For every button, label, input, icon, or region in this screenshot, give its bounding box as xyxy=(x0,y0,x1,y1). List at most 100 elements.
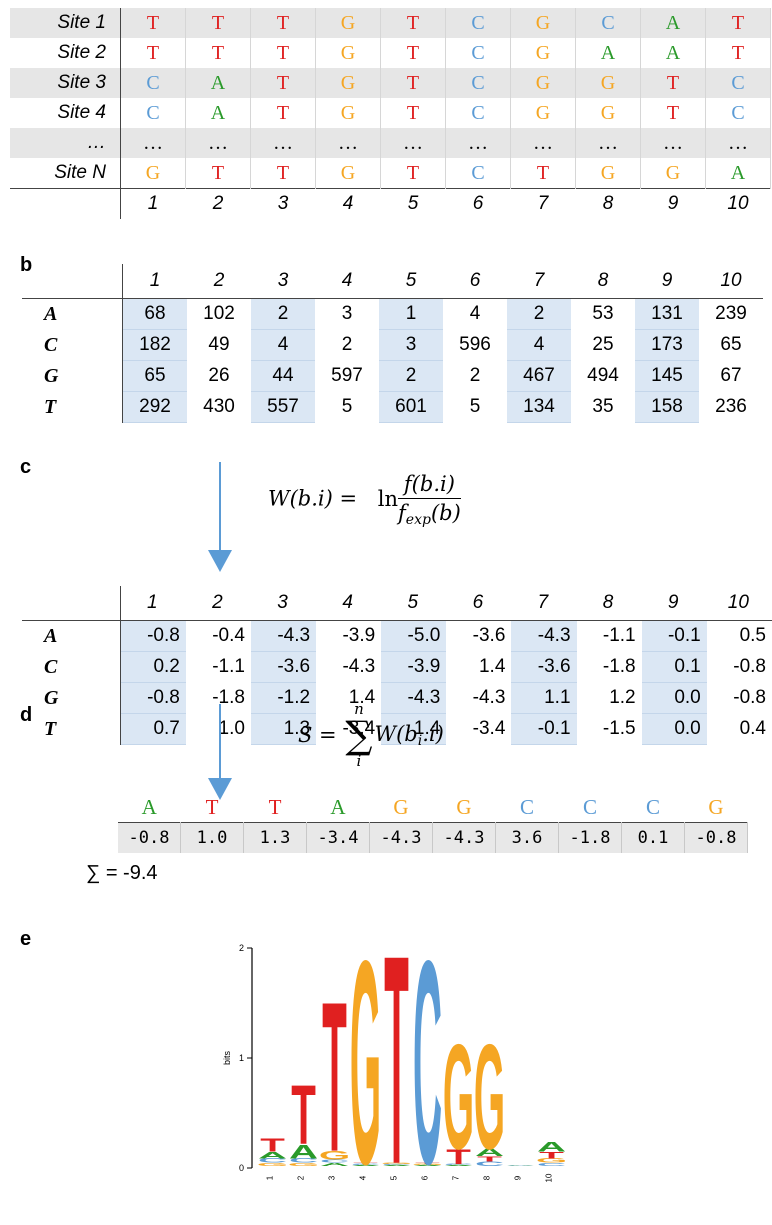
nucleotide-cell: T xyxy=(510,158,576,189)
logo-x-tick-label: 10 xyxy=(545,1173,554,1182)
logo-glyph: C xyxy=(382,1164,411,1166)
logo-glyph: T xyxy=(446,1145,471,1169)
nucleotide-cell: T xyxy=(120,38,186,68)
nucleotide-cell: A xyxy=(575,38,641,68)
denominator-f: f xyxy=(398,501,406,525)
matrix-value: 2 xyxy=(379,360,443,392)
matrix-value: 0.2 xyxy=(120,651,186,683)
denominator-subscript: exp xyxy=(405,512,431,528)
matrix-position-label: 5 xyxy=(381,586,447,621)
matrix-position-label: 9 xyxy=(635,264,699,299)
matrix-value: -1.1 xyxy=(602,625,636,647)
logo-glyph: T xyxy=(291,1067,316,1161)
term-subscript: i xyxy=(417,732,423,749)
nucleotide-cell: G xyxy=(510,38,576,68)
position-score-row: -0.8 1.0 1.3 -3.4 -4.3 -4.3 3.6 -1.8 0.1 -0.8 xyxy=(118,822,748,853)
matrix-value: -0.8 xyxy=(733,687,766,708)
matrix-value: 1.4 xyxy=(478,656,506,677)
logo-y-tick-label: 2 xyxy=(239,943,244,953)
position-score: 3.6 xyxy=(495,822,559,853)
site-label: Site N xyxy=(10,158,121,189)
sum-symbol: ∑ xyxy=(345,713,373,757)
formula-fraction: f(b.i) fexp(b) xyxy=(398,472,461,528)
position-label: 8 xyxy=(575,188,641,219)
matrix-value: 2 xyxy=(341,334,353,355)
matrix-value: 5 xyxy=(469,396,481,417)
nucleotide-cell: … xyxy=(445,128,511,158)
matrix-value: -5.0 xyxy=(381,620,447,652)
sum-upper-limit: n xyxy=(354,700,364,718)
matrix-value: 0.0 xyxy=(641,713,707,745)
nucleotide-cell: A xyxy=(640,8,706,38)
logo-glyph: C xyxy=(289,1157,318,1164)
matrix-row: C 182 49 4 2 3 596 4 25 173 65 xyxy=(22,329,763,361)
site-label: Site 2 xyxy=(10,38,121,68)
site-label: … xyxy=(10,128,121,158)
nucleotide-cell: G xyxy=(510,98,576,128)
matrix-position-label: 5 xyxy=(379,264,443,299)
matrix-value: 2 xyxy=(251,298,315,330)
nucleotide-cell: G xyxy=(510,68,576,98)
arrow-d-head xyxy=(208,778,232,800)
logo-x-tick-label: 4 xyxy=(359,1175,368,1180)
weight-matrix: 1 2 3 4 5 6 7 8 9 10 A -0.8 -0.4 -4.3 -3.9 -5.0 -3.6 -4.3… xyxy=(22,586,772,745)
logo-glyph: A xyxy=(444,1165,473,1167)
nucleotide-cell: G xyxy=(575,98,641,128)
nucleotide-cell: G xyxy=(315,68,381,98)
matrix-value: 53 xyxy=(592,303,614,325)
matrix-base-label: G xyxy=(22,360,123,392)
position-score: -4.3 xyxy=(369,822,433,853)
nucleotide-cell: C xyxy=(120,98,186,128)
matrix-value: 601 xyxy=(379,391,443,423)
logo-glyph: G xyxy=(536,1157,567,1164)
matrix-value: 1.1 xyxy=(511,682,577,714)
logo-glyph: C xyxy=(537,1162,566,1167)
matrix-value: 25 xyxy=(592,334,614,355)
matrix-value: 494 xyxy=(587,365,619,386)
matrix-value: -0.1 xyxy=(511,713,577,745)
nucleotide-cell: T xyxy=(380,158,446,189)
count-matrix: 1 2 3 4 5 6 7 8 9 10 A 68 102 2 3 1 4 2 53 131 239 C 182 49 4 2 3 5… xyxy=(22,264,763,423)
nucleotide-cell: G xyxy=(640,158,706,189)
nucleotide-cell: G xyxy=(575,158,641,189)
matrix-position-label: 10 xyxy=(706,586,772,621)
query-nucleotide: A xyxy=(330,794,346,819)
matrix-position-label: 7 xyxy=(511,586,577,621)
matrix-position-label: 8 xyxy=(571,264,635,299)
logo-glyph: T xyxy=(260,1135,285,1156)
matrix-value: 1.3 xyxy=(250,713,317,745)
matrix-value: 65 xyxy=(122,360,187,392)
matrix-value: -3.9 xyxy=(342,625,376,647)
matrix-value: -4.3 xyxy=(250,620,317,652)
logo-glyph: C xyxy=(320,1159,349,1164)
matrix-position-label: 3 xyxy=(251,264,315,299)
logo-glyph: T xyxy=(353,1162,378,1164)
matrix-value: -4.3 xyxy=(511,620,577,652)
nucleotide-cell: A xyxy=(640,38,706,68)
nucleotide-cell: T xyxy=(185,38,251,68)
nucleotide-cell: … xyxy=(510,128,576,158)
matrix-value: 0.0 xyxy=(641,682,707,714)
matrix-value: -3.4 xyxy=(472,718,506,739)
matrix-value: 2 xyxy=(507,298,571,330)
matrix-value: -3.6 xyxy=(472,625,506,647)
nucleotide-cell: T xyxy=(380,8,446,38)
nucleotide-cell: G xyxy=(510,8,576,38)
logo-x-tick-label: 6 xyxy=(421,1175,430,1180)
position-score: -4.3 xyxy=(432,822,496,853)
matrix-value: -4.3 xyxy=(472,687,506,708)
matrix-corner xyxy=(22,264,123,299)
position-score: 0.1 xyxy=(621,822,685,853)
matrix-value: 597 xyxy=(331,365,363,386)
nucleotide-cell: … xyxy=(705,128,771,158)
nucleotide-cell: C xyxy=(575,8,641,38)
matrix-value: 173 xyxy=(635,329,699,361)
logo-x-tick-label: 2 xyxy=(297,1175,306,1180)
matrix-position-label: 7 xyxy=(507,264,571,299)
matrix-row: G -0.8 -1.8 -1.2 1.4 -4.3 -4.3 1.1 1.2 0.0 -0.8 xyxy=(22,682,772,714)
logo-glyph: C xyxy=(351,1164,380,1166)
nucleotide-cell: … xyxy=(185,128,251,158)
